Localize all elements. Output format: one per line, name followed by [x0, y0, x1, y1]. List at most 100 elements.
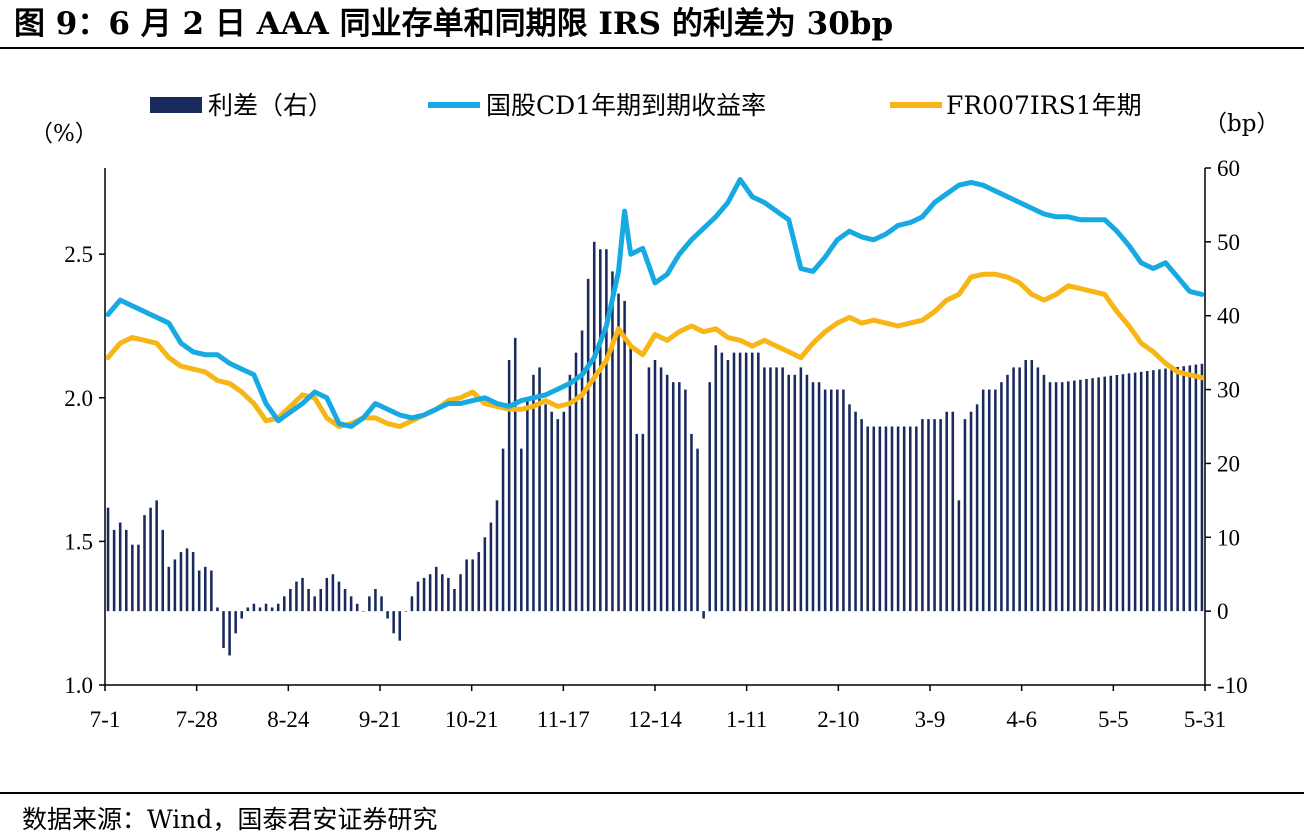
spread-bar	[106, 507, 110, 612]
spread-bar	[143, 515, 146, 612]
spread-bar	[647, 367, 651, 612]
spread-bar	[216, 607, 219, 612]
x-tick-label: 8-24	[267, 707, 310, 732]
spread-bar	[124, 529, 128, 612]
spread-bar	[441, 574, 444, 612]
spread-bar	[896, 426, 900, 612]
right-tick-label: 30	[1217, 378, 1240, 403]
spread-bar	[957, 500, 961, 612]
spread-bar	[1200, 363, 1204, 612]
spread-bar	[939, 419, 942, 612]
spread-bar	[592, 241, 596, 612]
spread-bar	[398, 611, 402, 641]
x-tick-label: 3-9	[915, 707, 946, 732]
left-axis-unit: （%）	[30, 121, 98, 147]
x-tick-label: 4-6	[1006, 707, 1037, 732]
spread-bar	[307, 588, 310, 612]
spread-bar	[453, 588, 456, 612]
spread-bar	[447, 577, 450, 612]
spread-bar	[1042, 374, 1046, 612]
spread-bar	[167, 566, 171, 612]
spread-bar	[179, 552, 183, 612]
spread-bar	[763, 367, 766, 612]
spread-bar	[641, 433, 645, 612]
right-tick-label: 0	[1217, 599, 1229, 624]
spread-bar	[483, 537, 487, 612]
cd-line	[105, 177, 1205, 429]
spread-bar	[1115, 374, 1119, 612]
spread-bar	[805, 374, 809, 612]
spread-bar	[526, 396, 529, 612]
spread-bar	[720, 352, 724, 612]
spread-bar	[854, 411, 857, 612]
spread-bar	[678, 382, 681, 612]
x-tick-label: 7-1	[90, 707, 121, 732]
spread-bar	[228, 611, 231, 656]
spread-bar	[197, 570, 201, 612]
spread-bar	[617, 293, 620, 612]
spread-bar	[513, 337, 517, 612]
spread-bar	[434, 566, 438, 612]
spread-bar	[477, 552, 481, 612]
irs-line	[105, 271, 1205, 429]
spread-bar	[757, 352, 760, 612]
spread-bar	[1103, 376, 1106, 612]
spread-bar	[580, 330, 584, 612]
spread-bar	[118, 522, 122, 612]
legend-cd-label: 国股CD1年期到期收益率	[486, 91, 766, 120]
legend-irs-label: FR007IRS1年期	[946, 91, 1142, 120]
spread-bar	[349, 596, 353, 612]
spread-bar	[744, 352, 748, 612]
footer-rule	[0, 792, 1304, 794]
spread-bar	[501, 448, 505, 612]
spread-bar	[963, 419, 967, 612]
x-tick-label: 2-10	[817, 707, 859, 732]
spread-bar	[459, 574, 462, 612]
spread-bar	[337, 581, 341, 612]
spread-bar	[696, 448, 699, 612]
spread-chart: 1.0 1.5 2.0 2.5 -10 0 10 20 30 40 50 60 7-1 7-28 8-24 9…	[30, 91, 1279, 732]
spread-bar	[1079, 379, 1082, 612]
spread-bar	[781, 367, 784, 612]
spread-bar	[671, 382, 675, 612]
spread-bar	[1000, 382, 1003, 612]
spread-bar	[1097, 377, 1100, 612]
spread-bar	[848, 404, 851, 612]
spread-bar	[1194, 364, 1198, 612]
spread-bar	[629, 345, 632, 612]
spread-bar	[1054, 382, 1058, 612]
spread-bar	[690, 433, 693, 612]
spread-bar	[270, 607, 274, 612]
spread-bar	[969, 411, 973, 612]
spread-bar	[112, 529, 116, 612]
x-tick-label: 10-21	[445, 707, 499, 732]
left-tick-label: 2.5	[64, 242, 93, 267]
spread-bar	[726, 360, 730, 612]
legend: 利差（右） 国股CD1年期到期收益率 FR007IRS1年期	[150, 91, 1142, 120]
spread-bar	[653, 360, 657, 612]
right-tick-label: 10	[1217, 525, 1240, 550]
spread-bar	[738, 352, 742, 612]
spread-bar	[556, 419, 560, 612]
spread-bar	[465, 559, 468, 612]
spread-bar	[313, 596, 316, 612]
spread-bar	[1048, 382, 1052, 612]
spread-bar	[732, 352, 736, 612]
spread-bar	[915, 426, 918, 612]
spread-bar	[817, 382, 821, 612]
left-tick-label: 1.0	[64, 673, 93, 698]
spread-bar	[1152, 370, 1155, 612]
spread-bar	[1030, 360, 1034, 612]
spread-bar	[161, 529, 165, 612]
spread-bar	[921, 419, 924, 612]
spread-bar	[1066, 381, 1070, 612]
title-rule	[0, 47, 1304, 49]
spread-bar	[860, 419, 863, 612]
spread-bar	[878, 426, 882, 612]
spread-bar	[1158, 369, 1161, 612]
spread-bar	[714, 345, 718, 612]
x-tick-label: 5-5	[1098, 707, 1129, 732]
spread-bar	[811, 382, 815, 612]
spread-bar	[1036, 367, 1040, 612]
spread-bar	[416, 581, 420, 612]
